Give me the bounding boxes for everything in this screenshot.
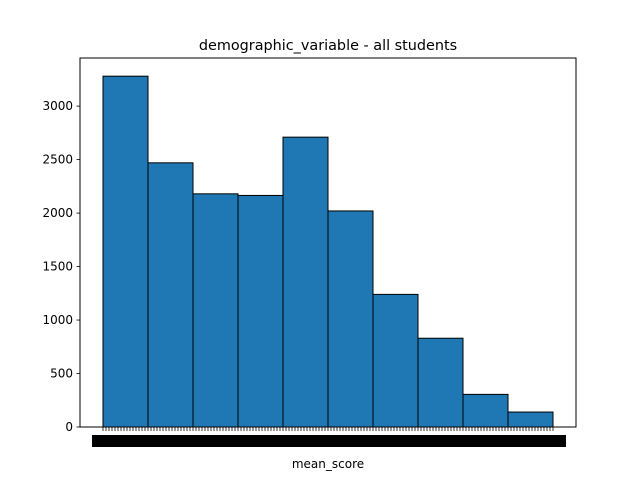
x-axis-label: mean_score xyxy=(292,457,364,471)
histogram-bar xyxy=(417,337,464,428)
plot-frame xyxy=(79,57,577,428)
histogram-bar xyxy=(282,136,329,428)
histogram-bar xyxy=(192,193,239,428)
histogram-bar xyxy=(372,293,419,428)
histogram-bar xyxy=(102,75,149,428)
histogram-bar xyxy=(507,411,554,428)
y-tick-label: 500 xyxy=(50,367,73,381)
y-tick-label: 0 xyxy=(65,420,73,434)
y-ticks-group: 0 500 1000 1500 2000 2500 3000 xyxy=(42,99,80,434)
y-tick-label: 2000 xyxy=(42,206,73,220)
y-tick-label: 1500 xyxy=(42,260,73,274)
chart-title: demographic_variable - all students xyxy=(199,38,457,54)
histogram-bar xyxy=(237,194,284,428)
y-tick-label: 2500 xyxy=(42,153,73,167)
x-tick-labels-overlap-band xyxy=(92,435,566,447)
histogram-bar xyxy=(147,162,194,428)
y-tick-label: 3000 xyxy=(42,99,73,113)
y-tick-label: 1000 xyxy=(42,313,73,327)
x-ticks-group xyxy=(92,427,566,447)
histogram-bar xyxy=(327,210,374,428)
bars-group xyxy=(102,75,554,428)
histogram-bar xyxy=(462,393,509,428)
